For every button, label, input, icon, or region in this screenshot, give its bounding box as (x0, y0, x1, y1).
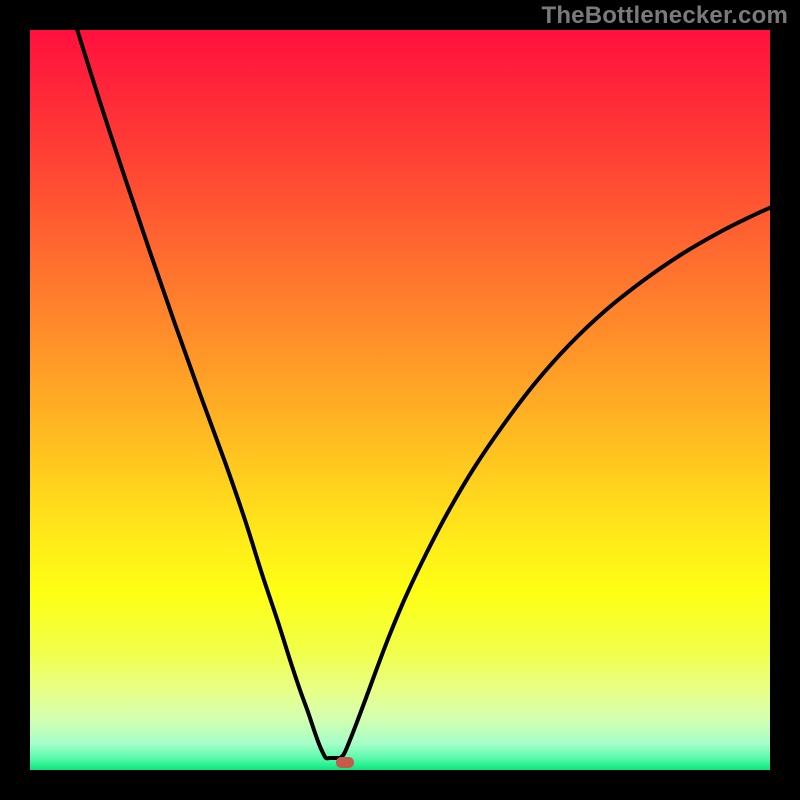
plot-area (30, 30, 770, 770)
plot-svg (30, 30, 770, 770)
watermark-text: TheBottlenecker.com (0, 2, 800, 30)
curve-right-branch (340, 206, 770, 758)
min-marker (336, 757, 354, 768)
chart-container: TheBottlenecker.com (0, 0, 800, 800)
curve-left-branch (76, 30, 340, 758)
